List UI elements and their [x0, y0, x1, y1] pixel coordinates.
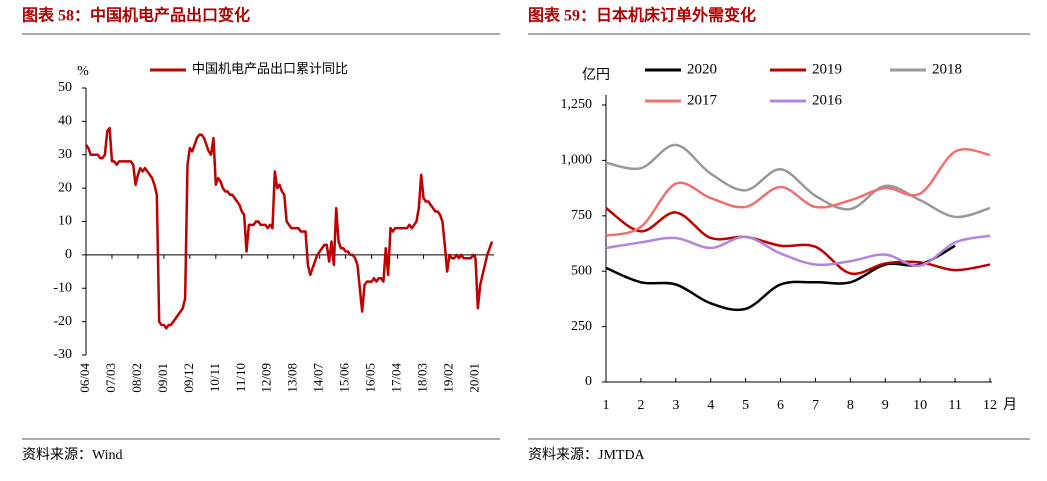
legend-label: 中国机电产品出口累计同比 [192, 61, 348, 76]
y-tick-label: 500 [571, 263, 592, 278]
x-tick-label: 13/08 [285, 363, 300, 393]
y-tick-label: 1,000 [561, 153, 593, 168]
x-tick-label: 5 [742, 398, 749, 413]
source: 资料来源：JMTDA [528, 447, 646, 463]
x-tick-label: 06/04 [77, 363, 92, 393]
x-tick-label: 14/07 [311, 363, 326, 393]
x-tick-label: 12/09 [259, 363, 274, 393]
x-axis-label: 月 [1003, 397, 1017, 413]
x-tick-label: 2 [637, 398, 644, 413]
x-tick-label: 16/05 [363, 363, 378, 393]
x-tick-label: 11/10 [233, 363, 248, 392]
x-tick-label: 09/01 [155, 363, 170, 393]
x-tick-label: 15/06 [337, 363, 352, 393]
x-tick-label: 10 [913, 398, 927, 413]
chart-title: 图表 58：中国机电产品出口变化 [22, 6, 250, 25]
legend-label: 2018 [932, 61, 962, 77]
y-tick-label: 50 [58, 80, 72, 95]
x-tick-label: 4 [707, 398, 714, 413]
y-tick-label: 40 [58, 114, 72, 129]
y-tick-label: 750 [571, 208, 592, 223]
source: 资料来源：Wind [22, 447, 123, 463]
series-line [605, 148, 991, 237]
x-tick-label: 7 [812, 398, 819, 413]
y-tick-label: -20 [53, 314, 72, 329]
y-tick-label: 10 [58, 214, 72, 229]
y-tick-label: 30 [58, 147, 72, 162]
series-line [605, 234, 991, 268]
y-axis-label: 亿円 [582, 67, 610, 83]
series-line [605, 207, 991, 276]
y-tick-label: -30 [53, 347, 72, 362]
x-tick-label: 12 [983, 398, 997, 413]
x-tick-label: 9 [882, 398, 889, 413]
y-axis-label: % [77, 64, 89, 79]
y-tick-label: -10 [53, 280, 72, 295]
legend-label: 2020 [687, 61, 717, 77]
chart-title: 图表 59：日本机床订单外需变化 [528, 6, 756, 25]
series-line [605, 143, 991, 219]
y-tick-label: 1,250 [561, 97, 593, 112]
x-tick-label: 07/03 [103, 363, 118, 393]
x-tick-label: 10/11 [207, 363, 222, 392]
x-tick-label: 19/02 [440, 363, 455, 393]
x-tick-label: 6 [777, 398, 784, 413]
x-tick-label: 20/01 [466, 363, 481, 393]
y-tick-label: 0 [585, 374, 592, 389]
x-tick-label: 18/03 [415, 363, 430, 393]
y-tick-label: 20 [58, 180, 72, 195]
legend-label: 2017 [687, 92, 718, 108]
x-tick-label: 8 [847, 398, 854, 413]
x-tick-label: 17/04 [389, 363, 404, 393]
x-tick-label: 1 [603, 398, 610, 413]
x-tick-label: 08/02 [129, 363, 144, 393]
legend-label: 2019 [812, 61, 842, 77]
legend-label: 2016 [812, 92, 843, 108]
y-tick-label: 0 [65, 247, 72, 262]
x-tick-label: 11 [948, 398, 961, 413]
x-tick-label: 09/12 [181, 363, 196, 393]
series-line [605, 244, 956, 312]
series-line [84, 126, 494, 330]
y-tick-label: 250 [571, 319, 592, 334]
x-tick-label: 3 [672, 398, 679, 413]
